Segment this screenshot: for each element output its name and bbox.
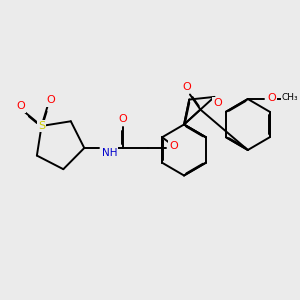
Text: O: O [16, 101, 25, 112]
Text: O: O [182, 82, 191, 92]
Text: O: O [214, 98, 222, 109]
Text: O: O [169, 142, 178, 152]
Text: O: O [267, 92, 276, 103]
Text: O: O [118, 114, 127, 124]
Text: NH: NH [102, 148, 117, 158]
Text: CH₃: CH₃ [282, 93, 298, 102]
Text: O: O [46, 95, 55, 106]
Text: S: S [38, 121, 45, 131]
